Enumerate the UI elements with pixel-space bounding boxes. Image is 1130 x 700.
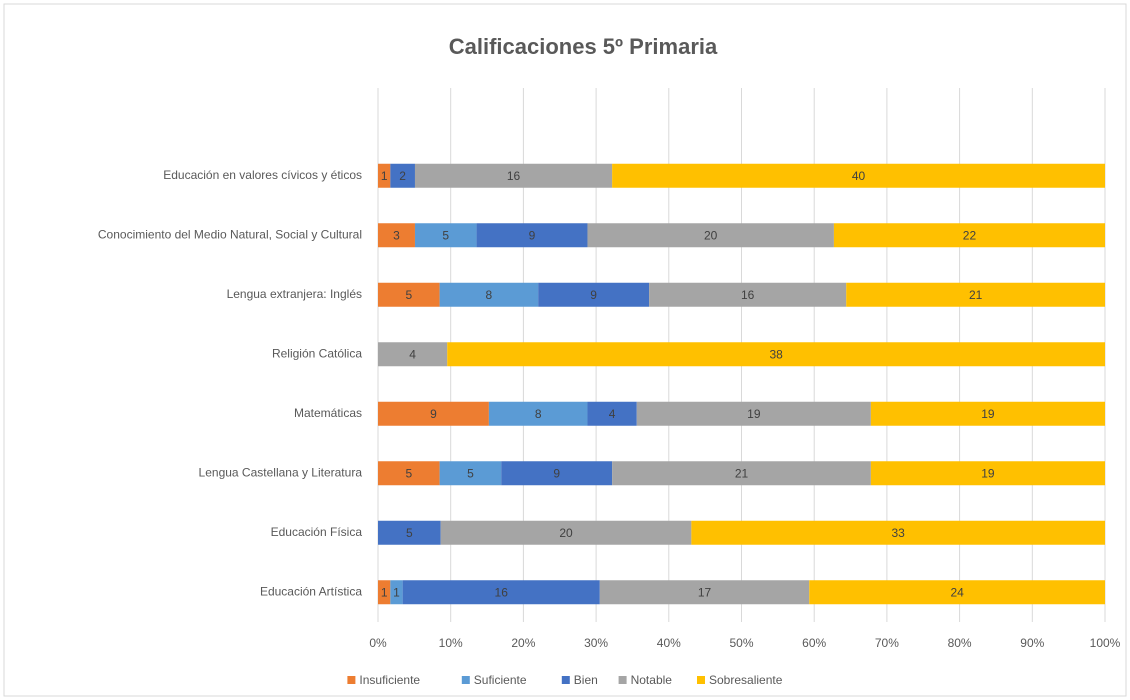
bar-segment <box>447 342 1105 367</box>
bar-segment <box>378 520 441 545</box>
bar-segment <box>846 282 1105 307</box>
data-label: 24 <box>950 585 964 599</box>
y-tick-label: Matemáticas <box>294 406 362 420</box>
bar-segment <box>691 520 1105 545</box>
chart-title: Calificaciones 5º Primaria <box>449 34 718 59</box>
bar-segment <box>414 163 613 188</box>
data-label: 9 <box>430 407 437 421</box>
bar-segment <box>809 580 1105 605</box>
y-tick-label: Religión Católica <box>272 346 362 360</box>
x-tick-label: 10% <box>439 636 463 650</box>
legend-swatch <box>618 676 627 684</box>
x-tick-label: 20% <box>511 636 535 650</box>
data-label: 40 <box>852 169 866 183</box>
data-label: 3 <box>393 228 400 242</box>
data-label: 38 <box>769 347 783 361</box>
x-tick-label: 90% <box>1020 636 1044 650</box>
bar-segment <box>378 223 415 248</box>
bar-segment <box>587 223 834 248</box>
x-tick-label: 40% <box>657 636 681 650</box>
legend-label: Notable <box>631 673 673 687</box>
bar-segment <box>378 342 448 367</box>
legend-label: Insuficiente <box>359 673 420 687</box>
bar-segment <box>390 163 415 188</box>
data-label: 20 <box>704 228 718 242</box>
bar-segment <box>587 401 637 426</box>
data-label: 19 <box>747 407 761 421</box>
data-label: 9 <box>590 288 597 302</box>
legend-swatch <box>561 676 570 684</box>
data-label: 4 <box>409 347 416 361</box>
y-tick-label: Educación en valores cívicos y éticos <box>163 168 362 182</box>
x-tick-label: 30% <box>584 636 608 650</box>
bar-segment <box>612 163 1105 188</box>
data-label: 33 <box>892 526 906 540</box>
legend-swatch <box>347 676 356 684</box>
bar-segment <box>636 401 871 426</box>
y-tick-label: Educación Física <box>271 525 363 539</box>
bar-segment <box>488 401 588 426</box>
bar-segment <box>870 461 1105 486</box>
bar-segment <box>390 580 403 605</box>
data-label: 8 <box>535 407 542 421</box>
bar-segment <box>538 282 650 307</box>
bar-segment <box>833 223 1105 248</box>
data-label: 5 <box>405 288 412 302</box>
data-label: 5 <box>405 466 412 480</box>
y-tick-label: Lengua extranjera: Inglés <box>227 287 362 301</box>
legend-swatch <box>461 676 470 684</box>
bar-segment <box>439 461 502 486</box>
bar-segment <box>378 401 489 426</box>
bar-segment <box>649 282 847 307</box>
data-label: 17 <box>698 585 712 599</box>
x-tick-label: 60% <box>802 636 826 650</box>
x-tick-label: 0% <box>369 636 387 650</box>
data-label: 19 <box>981 407 995 421</box>
data-label: 21 <box>735 466 749 480</box>
legend-swatch <box>697 676 705 684</box>
data-label: 5 <box>467 466 474 480</box>
data-label: 8 <box>486 288 493 302</box>
legend-label: Suficiente <box>474 673 527 687</box>
data-label: 1 <box>381 585 388 599</box>
x-tick-label: 100% <box>1090 636 1121 650</box>
data-label: 1 <box>393 585 400 599</box>
legend-label: Bien <box>574 673 598 687</box>
data-label: 2 <box>399 169 406 183</box>
bar-segment <box>378 163 391 188</box>
legend-label: Sobresaliente <box>709 673 783 687</box>
bar-segment <box>870 401 1105 426</box>
x-tick-label: 70% <box>875 636 899 650</box>
data-label: 16 <box>741 288 755 302</box>
data-label: 5 <box>442 228 449 242</box>
bar-segment <box>414 223 477 248</box>
bar-segment <box>599 580 810 605</box>
data-label: 1 <box>381 169 388 183</box>
bar-segment <box>378 461 440 486</box>
bar-segment <box>402 580 600 605</box>
data-label: 21 <box>969 288 983 302</box>
data-label: 9 <box>553 466 560 480</box>
x-tick-label: 80% <box>948 636 972 650</box>
data-label: 16 <box>495 585 509 599</box>
bar-segment <box>612 461 871 486</box>
data-label: 20 <box>559 526 573 540</box>
data-label: 22 <box>963 228 977 242</box>
y-tick-label: Conocimiento del Medio Natural, Social y… <box>98 227 362 241</box>
data-label: 9 <box>529 228 536 242</box>
y-tick-label: Lengua Castellana y Literatura <box>199 465 363 479</box>
data-label: 19 <box>981 466 995 480</box>
bar-segment <box>501 461 613 486</box>
y-tick-label: Educación Artística <box>260 584 362 598</box>
bar-segment <box>378 580 391 605</box>
data-label: 16 <box>507 169 521 183</box>
bar-segment <box>378 282 440 307</box>
bar-segment <box>439 282 539 307</box>
bar-segment <box>476 223 588 248</box>
bar-segment <box>440 520 692 545</box>
data-label: 5 <box>406 526 413 540</box>
x-tick-label: 50% <box>729 636 753 650</box>
data-label: 4 <box>609 407 616 421</box>
